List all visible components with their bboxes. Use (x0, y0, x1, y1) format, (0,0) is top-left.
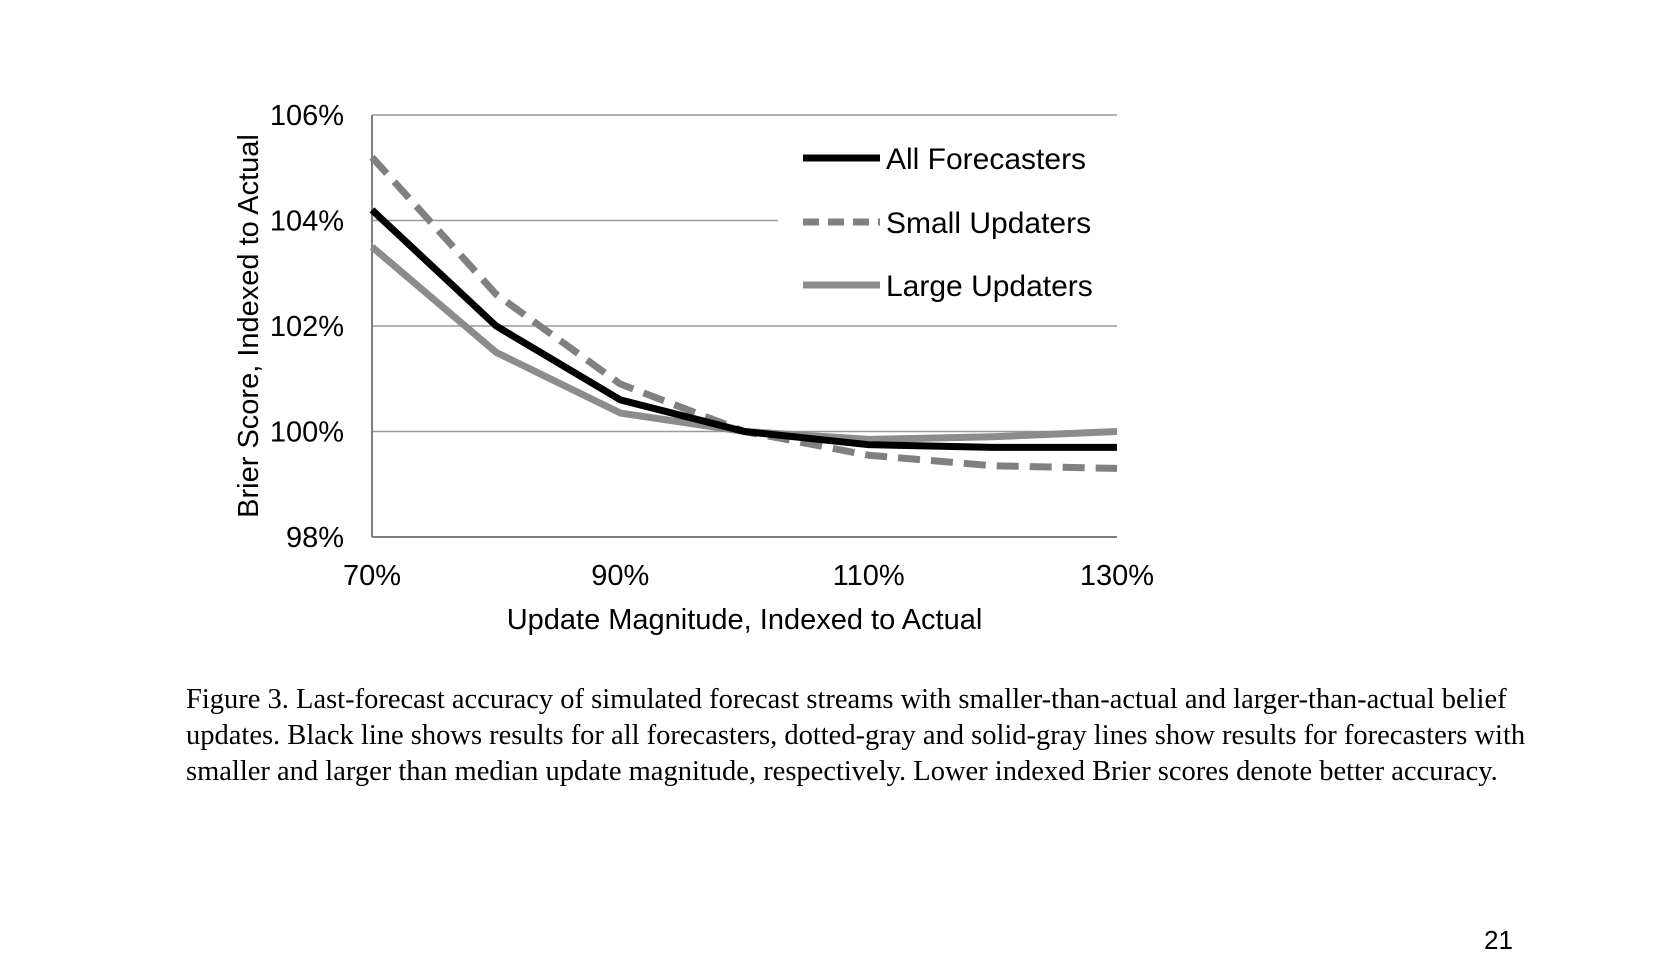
x-axis-title: Update Magnitude, Indexed to Actual (507, 604, 983, 636)
y-tick-label: 98% (286, 522, 344, 554)
y-tick-label: 106% (270, 100, 344, 132)
legend: All Forecasters Small Updaters Large Updat… (778, 130, 1118, 305)
legend-label-small-updaters: Small Updaters (886, 207, 1091, 240)
x-tick-label: 110% (833, 560, 905, 592)
legend-label-all-forecasters: All Forecasters (886, 143, 1086, 176)
y-tick-label: 100% (270, 417, 344, 449)
legend-label-large-updaters: Large Updaters (886, 270, 1093, 303)
y-axis-title: Brier Score, Indexed to Actual (233, 134, 265, 518)
y-tick-label: 102% (270, 311, 344, 343)
page-number: 21 (1484, 925, 1513, 955)
series-lines (369, 154, 1118, 472)
x-tick-label: 90% (591, 560, 649, 592)
y-tick-label: 104% (270, 206, 344, 238)
axes (371, 115, 1117, 538)
x-tick-label: 70% (343, 560, 401, 592)
figure-caption: Figure 3. Last-forecast accuracy of simu… (186, 684, 1526, 787)
series-line-all-forecasters (369, 207, 1117, 451)
x-tick-labels: 70% 90% 110% 130% (343, 560, 1154, 592)
x-tick-label: 130% (1080, 560, 1154, 592)
y-tick-labels: 98% 100% 102% 104% 106% (270, 100, 344, 554)
